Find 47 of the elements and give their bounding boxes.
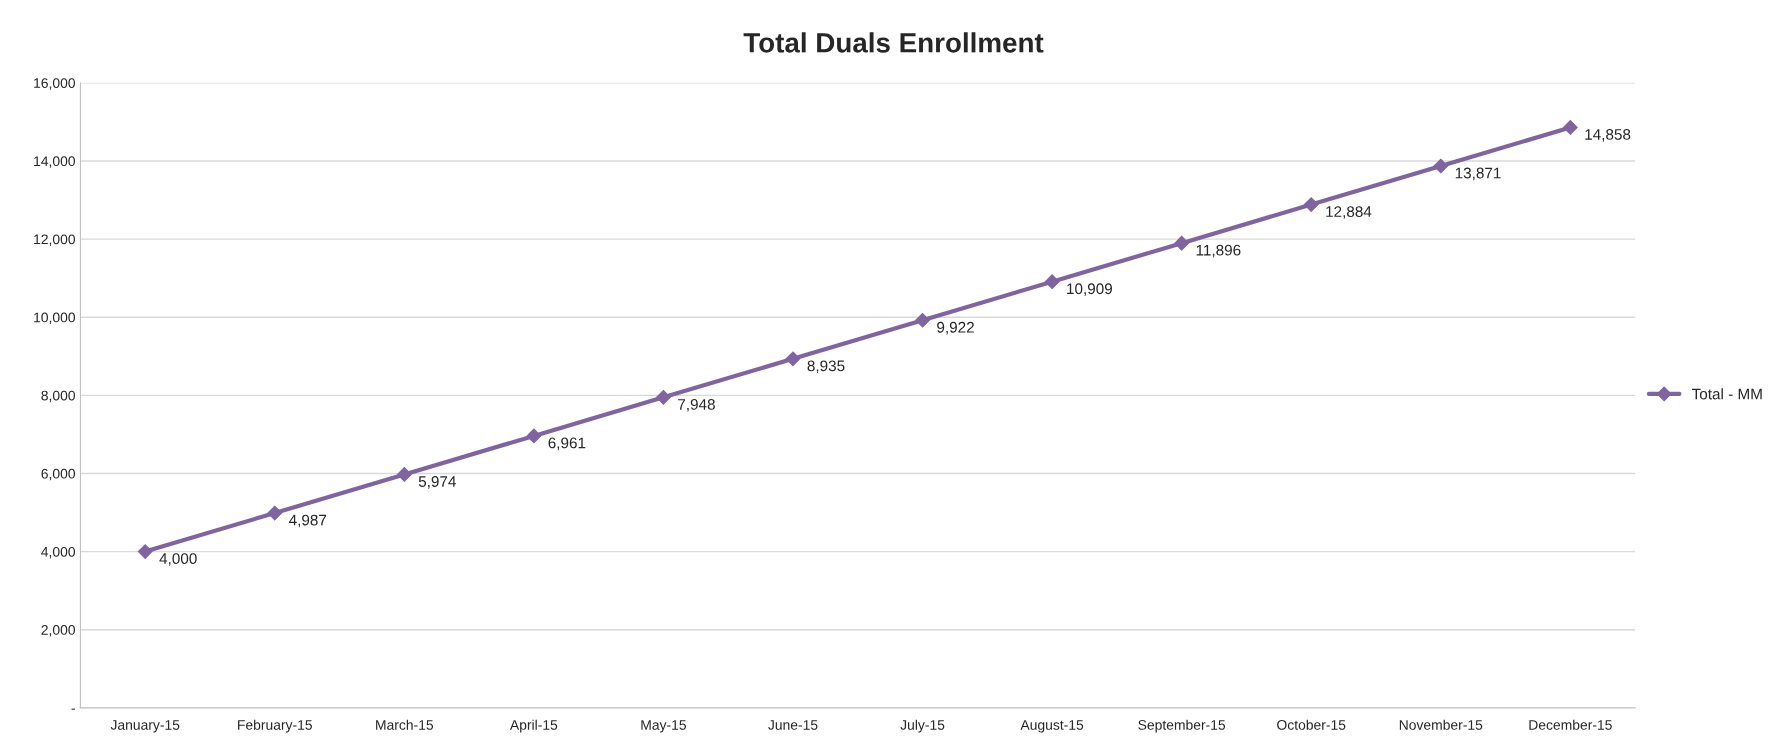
y-tick-label: 12,000	[34, 234, 76, 246]
y-tick-label: 2,000	[41, 625, 76, 637]
chart-title: Total Duals Enrollment	[743, 32, 1044, 53]
x-tick-label: September-15	[1138, 719, 1226, 733]
point	[1303, 197, 1319, 212]
x-tick-label: July-15	[900, 719, 945, 733]
x-tick-label: January-15	[110, 720, 180, 733]
y-tick-label: -	[71, 708, 75, 710]
data-label: 13,871	[1455, 167, 1501, 181]
data-label: 7,948	[678, 398, 715, 412]
legend-label: Total - MM	[1691, 388, 1762, 400]
data-label: 9,922	[937, 321, 974, 335]
point	[656, 389, 671, 405]
x-tick-label: May-15	[641, 720, 686, 733]
data-label: 5,974	[418, 476, 456, 489]
point	[1174, 235, 1190, 251]
y-tick-label: 14,000	[34, 156, 76, 168]
y-tick-label: 4,000	[41, 546, 76, 559]
point	[1044, 274, 1060, 290]
x-tick-label: August-15	[1020, 720, 1084, 733]
x-tick-label: June-15	[768, 720, 818, 730]
point	[785, 351, 801, 367]
x-tick-label: December-15	[1529, 719, 1612, 730]
y-tick-label: 16,000	[34, 78, 76, 90]
point	[915, 312, 930, 328]
data-label: 10,909	[1067, 283, 1112, 296]
x-tick-label: November-15	[1399, 719, 1483, 730]
point	[396, 467, 412, 482]
data-label: 14,858	[1585, 129, 1631, 142]
point	[526, 428, 542, 444]
y-tick-label: 6,000	[41, 468, 76, 481]
y-tick-label: 8,000	[41, 390, 76, 403]
data-label: 4,000	[159, 553, 197, 566]
point	[1433, 158, 1449, 174]
data-label: 8,935	[807, 360, 845, 374]
point	[137, 544, 153, 559]
point	[267, 505, 283, 521]
data-label: 11,896	[1196, 244, 1241, 258]
x-tick-label: October-15	[1277, 719, 1346, 730]
data-label: 6,961	[548, 437, 586, 451]
data-label: 12,884	[1326, 206, 1372, 219]
data-label: 4,987	[288, 514, 327, 528]
y-tick-label: 10,000	[34, 312, 76, 325]
point	[1562, 120, 1578, 135]
x-tick-label: April-15	[509, 719, 558, 733]
x-tick-label: March-15	[376, 719, 434, 730]
x-tick-label: February-15	[238, 719, 312, 733]
